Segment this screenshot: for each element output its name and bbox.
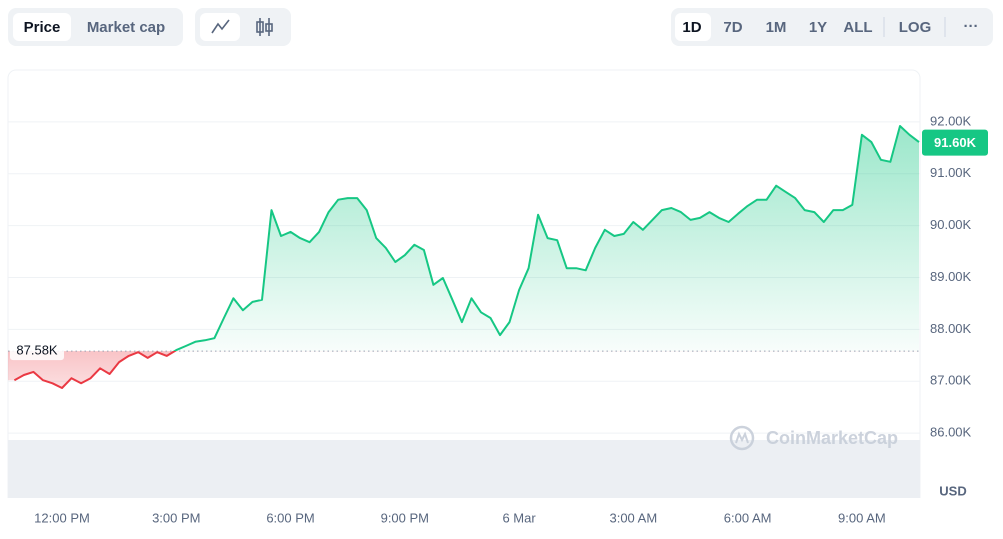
y-tick-label: 92.00K: [930, 113, 972, 128]
tab[interactable]: Market cap: [87, 19, 165, 36]
range-button[interactable]: 1D: [682, 19, 701, 36]
x-tick-label: 3:00 PM: [152, 510, 200, 525]
watermark: CoinMarketCap: [729, 425, 898, 451]
x-tick-label: 6:00 AM: [724, 510, 772, 525]
menu-button[interactable]: ···: [964, 18, 979, 35]
y-tick-label: 86.00K: [930, 425, 972, 440]
y-tick-label: 87.00K: [930, 373, 972, 388]
line-icon: [211, 19, 230, 34]
price-tag: [922, 129, 988, 156]
volume-bars: [8, 440, 920, 498]
y-axis-label: USD: [939, 483, 966, 498]
y-tick-label: 90.00K: [930, 217, 972, 232]
price-tag-label: 91.60K: [934, 135, 977, 150]
x-tick-label: 6 Mar: [502, 510, 536, 525]
x-tick-label: 3:00 AM: [609, 510, 657, 525]
log-button[interactable]: LOG: [899, 19, 932, 36]
y-tick-label: 88.00K: [930, 321, 972, 336]
y-tick-label: 91.00K: [930, 165, 972, 180]
x-tick-label: 12:00 PM: [34, 510, 90, 525]
range-button[interactable]: 1M: [766, 19, 787, 36]
range-button[interactable]: 7D: [723, 19, 742, 36]
x-tick-label: 9:00 PM: [381, 510, 429, 525]
tab-selected: [13, 13, 71, 41]
range-button[interactable]: ALL: [843, 19, 872, 36]
range-button[interactable]: 1Y: [809, 19, 827, 36]
y-tick-label: 89.00K: [930, 269, 972, 284]
baseline-label-box: [10, 342, 64, 361]
range-group: [671, 8, 993, 46]
area-fill: [8, 126, 919, 388]
baseline-label: 87.58K: [16, 343, 58, 358]
range-selected: [675, 13, 711, 41]
plot-frame: [7, 69, 921, 498]
tab[interactable]: Price: [24, 19, 61, 36]
price-line: [13, 125, 920, 389]
candle-icon[interactable]: [256, 18, 273, 36]
x-tick-label: 6:00 PM: [266, 510, 314, 525]
watermark-text: CoinMarketCap: [766, 428, 898, 448]
x-tick-label: 9:00 AM: [838, 510, 886, 525]
